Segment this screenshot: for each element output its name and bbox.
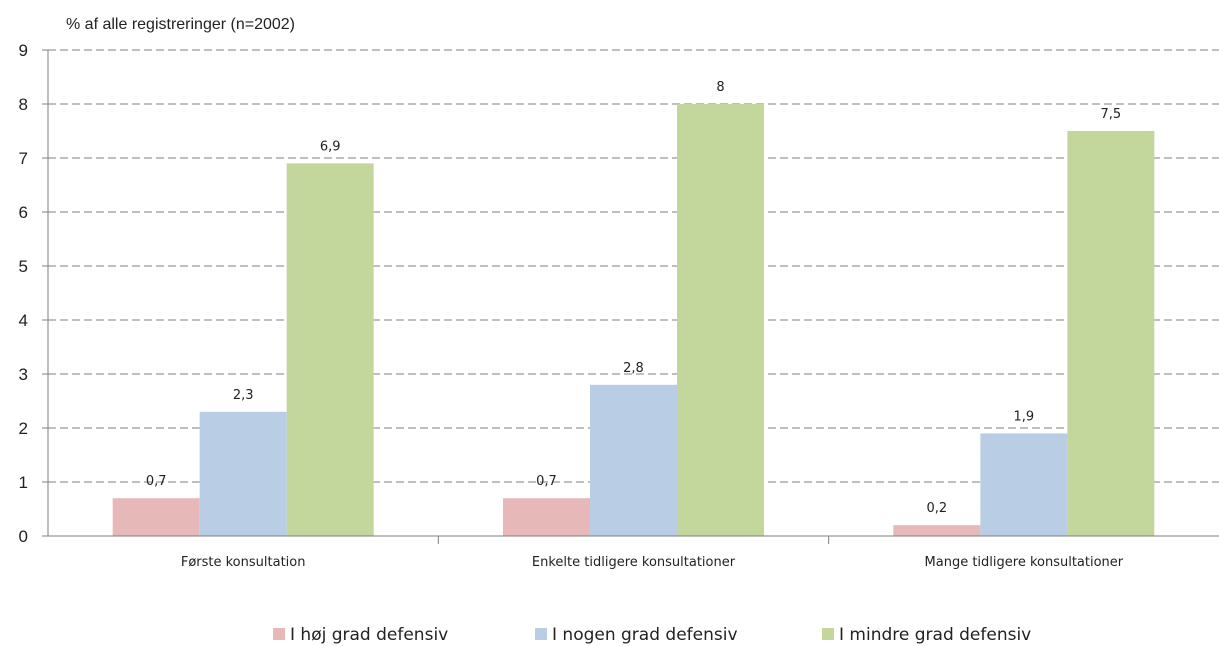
y-tick-label: 0 bbox=[19, 527, 28, 546]
data-label: 2,8 bbox=[623, 361, 644, 376]
data-label: 2,3 bbox=[233, 388, 254, 403]
legend: I høj grad defensiv I nogen grad defensiv… bbox=[273, 625, 1031, 645]
category-labels: Første konsultation Enkelte tidligere kon… bbox=[181, 555, 1124, 570]
data-label: 8 bbox=[716, 80, 724, 95]
y-tick-label: 6 bbox=[19, 203, 28, 222]
x-tick-label: Første konsultation bbox=[181, 555, 306, 570]
legend-swatch bbox=[273, 628, 285, 640]
bar bbox=[286, 163, 374, 536]
data-labels: 0,7 2,3 6,9 0,7 2,8 8 0,2 1,9 7,5 bbox=[146, 80, 1121, 516]
data-label: 1,9 bbox=[1013, 409, 1034, 424]
y-tick-label: 8 bbox=[19, 95, 28, 114]
y-tick-label: 9 bbox=[19, 41, 28, 60]
bar bbox=[590, 384, 677, 536]
y-tick-label: 5 bbox=[19, 257, 28, 276]
data-label: 7,5 bbox=[1100, 107, 1121, 122]
legend-swatch bbox=[535, 628, 547, 640]
data-label: 0,7 bbox=[146, 474, 167, 489]
bar bbox=[503, 498, 590, 536]
y-tick-label: 3 bbox=[19, 365, 28, 384]
y-tick-label: 2 bbox=[19, 419, 28, 438]
bar bbox=[677, 104, 764, 536]
bar bbox=[199, 411, 287, 536]
bar bbox=[980, 433, 1068, 536]
y-axis-title: % af alle registreringer (n=2002) bbox=[66, 16, 295, 33]
bars bbox=[112, 104, 1155, 536]
legend-label: I høj grad defensiv bbox=[290, 625, 448, 645]
data-label: 0,2 bbox=[926, 501, 947, 516]
bar bbox=[1067, 131, 1155, 536]
legend-swatch bbox=[822, 628, 834, 640]
x-tick-label: Mange tidligere konsultationer bbox=[925, 555, 1124, 570]
bar bbox=[112, 498, 200, 536]
y-axis-ticks: 0 1 2 3 4 5 6 7 8 9 bbox=[19, 41, 48, 546]
bar bbox=[893, 525, 981, 536]
x-tick-label: Enkelte tidligere konsultationer bbox=[532, 555, 736, 570]
legend-label: I mindre grad defensiv bbox=[839, 625, 1031, 645]
y-tick-label: 4 bbox=[19, 311, 28, 330]
y-tick-label: 7 bbox=[19, 149, 28, 168]
y-tick-label: 1 bbox=[19, 473, 28, 492]
data-label: 6,9 bbox=[320, 139, 341, 154]
x-axis bbox=[47, 50, 1219, 544]
data-label: 0,7 bbox=[536, 474, 557, 489]
legend-label: I nogen grad defensiv bbox=[552, 625, 738, 645]
